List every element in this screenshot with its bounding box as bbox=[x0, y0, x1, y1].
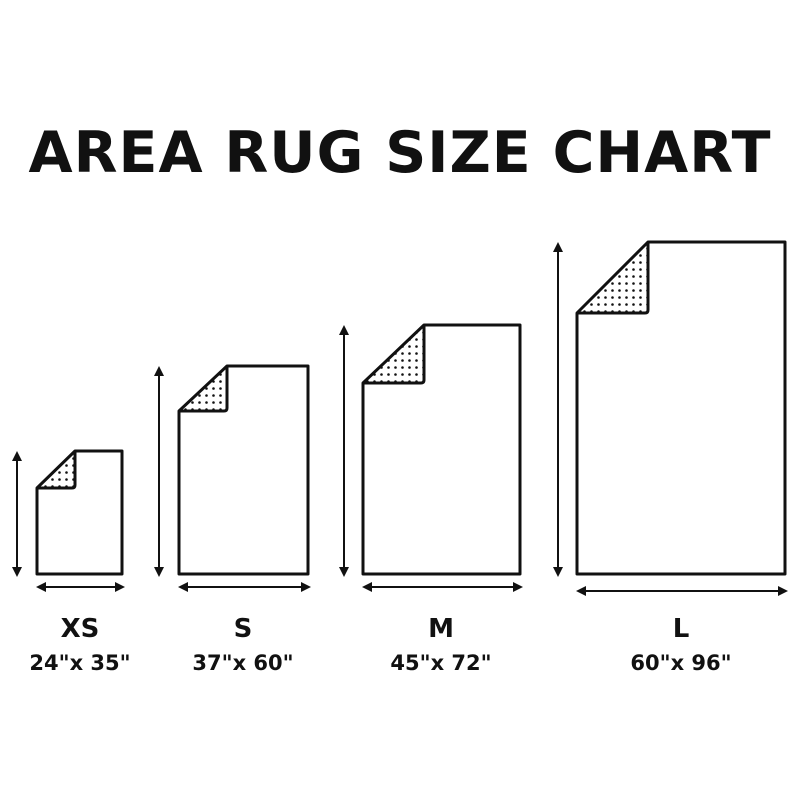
size-label: L bbox=[673, 614, 690, 644]
size-dimensions: 45"x 72" bbox=[390, 651, 491, 675]
rug-fold-line bbox=[363, 325, 426, 385]
rug-fold-line bbox=[37, 451, 77, 490]
rug-fold-dotted bbox=[37, 451, 75, 488]
size-l: L 60"x 96" bbox=[630, 614, 731, 675]
rug-fold-dotted bbox=[577, 242, 648, 313]
rug-fold-dotted bbox=[179, 366, 227, 411]
size-dimensions: 37"x 60" bbox=[192, 651, 293, 675]
rug-fold-line bbox=[577, 242, 650, 315]
rug-fold-line bbox=[179, 366, 229, 413]
size-dimensions: 24"x 35" bbox=[29, 651, 130, 675]
rug-outline bbox=[35, 449, 124, 576]
size-label: XS bbox=[61, 614, 100, 644]
page-title: AREA RUG SIZE CHART bbox=[28, 120, 772, 186]
size-m: M 45"x 72" bbox=[390, 614, 491, 675]
size-xs: XS 24"x 35" bbox=[29, 614, 130, 675]
rug-fold-dotted bbox=[363, 325, 424, 383]
size-label: S bbox=[234, 614, 253, 644]
size-s: S 37"x 60" bbox=[192, 614, 293, 675]
size-dimensions: 60"x 96" bbox=[630, 651, 731, 675]
size-label: M bbox=[428, 614, 454, 644]
